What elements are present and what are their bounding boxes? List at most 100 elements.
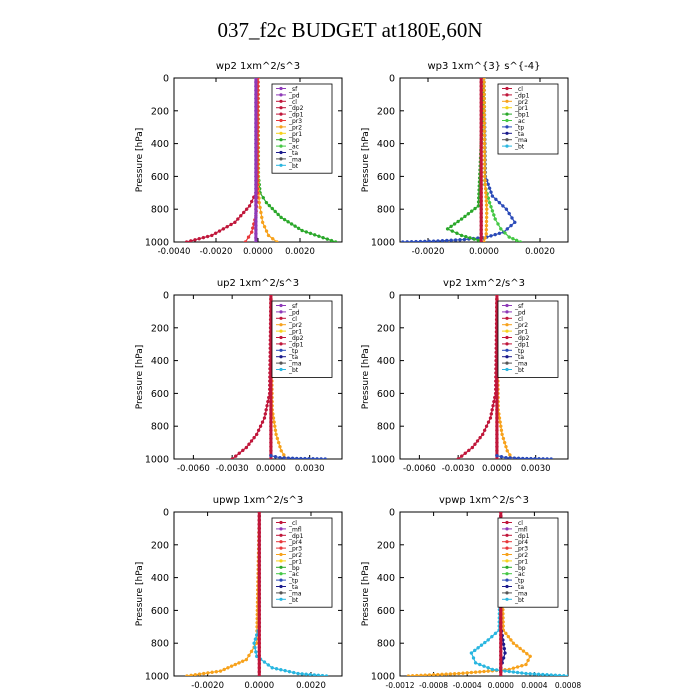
series-point-cl [221,227,226,231]
series-point-cl [269,420,273,424]
series-point-pr2 [483,174,487,179]
legend-marker [505,329,509,333]
series-point-bp1 [476,238,481,242]
series-point-pr2 [410,674,415,676]
legend-marker [505,348,509,352]
y-tick-label: 0 [163,291,169,302]
series-point-cl [257,559,262,563]
series-point-pr2 [278,444,282,449]
series-point-pd [254,100,258,105]
legend-entry: _pr2 [288,322,302,329]
series-point-tp [489,190,493,194]
legend-marker [505,106,509,110]
chart-title: upwp 1xm^2/s^3 [213,495,303,506]
series-point-dp2 [459,454,464,458]
legend: _sf_pd_cl_dp2_dp1_pr3_pr2_pr1_bp_ac_ta_m… [271,83,333,174]
series-point-cl [257,567,262,572]
series-point-cl [269,416,273,420]
series-point-cl [269,412,273,416]
series-point-tp [427,239,431,242]
series-point-cl [257,670,262,674]
series-point-tp [529,456,533,459]
legend-marker [505,361,509,365]
legend-marker [279,86,283,91]
series-point-bt [479,643,484,647]
series-point-cl [479,178,483,183]
series-group [456,295,553,459]
series-point-pr2 [482,137,487,142]
series-point-bp [270,206,275,211]
series-point-pr2 [484,227,489,232]
series-point-ac [492,213,496,217]
series-point-pd [254,92,258,97]
series-point-cl [479,211,483,216]
series-point-pr2 [482,109,487,113]
series-point-pd [254,203,258,207]
series-point-cl [495,387,499,392]
legend-marker [279,355,283,359]
series-point-cl [269,295,273,297]
series-point-cl [495,416,499,420]
legend-entry: _sf [288,303,298,310]
legend-marker [505,527,509,531]
legend-box [271,300,333,378]
y-axis-label: Pressure [hPa] [361,562,371,627]
legend-entry: _pd [288,309,300,316]
legend-marker [505,316,509,320]
series-point-pr2 [193,673,198,676]
series-point-pr3 [243,240,248,242]
series-point-pr2 [498,420,502,424]
series-point-pr2 [482,100,486,105]
series-point-cl [257,592,262,596]
series-point-cl [499,512,503,514]
series-point-bp [308,231,313,236]
series-point-cl [479,154,483,158]
series-point-cl [257,530,262,535]
series-point-cl [479,78,483,80]
y-axis-label: Pressure [hPa] [361,345,371,410]
series-point-bt [528,672,532,676]
series-point-cl [479,88,483,93]
series-point-tp [537,457,541,459]
series-point-pr2 [210,670,214,675]
series-point-cl [479,162,483,166]
series-point-tp [541,457,545,459]
legend-entry: _bt [288,597,299,604]
series-point-dp2 [244,445,249,450]
series-point-ac [511,236,515,241]
legend: _sf_pd_cl_pr2_pr1_dp2_dp1_tp_ta_ma_bt [271,300,333,378]
series-point-pr2 [482,104,486,109]
series-point-cl [479,104,483,109]
y-tick-label: 1000 [371,238,395,249]
legend-entry: _pr2 [514,552,528,559]
series-point-cl [499,670,503,674]
series-point-pd [254,141,258,146]
series-point-bp1 [476,204,481,208]
series-point-cl [479,236,483,240]
series-point-dp2 [266,399,270,404]
series-point-bt [494,668,499,672]
series-point-cl [479,223,483,228]
series-point-bt [549,673,553,676]
series-point-cl [257,612,262,617]
series-point-bp1 [455,231,459,236]
legend-entry: _bt [288,163,299,170]
series-point-cl [479,100,483,105]
series-point-pd [254,195,258,199]
series-point-tp [278,455,282,459]
series-point-bp1 [468,236,472,240]
legend-marker [505,125,509,129]
legend-entry: _pr1 [288,558,302,565]
y-tick-label: 200 [151,540,169,551]
y-tick-label: 400 [377,139,395,150]
chart-title: vp2 1xm^2/s^3 [443,278,525,289]
series-point-pr2 [440,672,444,676]
y-tick-label: 600 [151,606,169,617]
y-tick-label: 0 [389,291,395,302]
series-point-cl [499,514,503,518]
legend-entry: _pr2 [514,322,528,329]
series-point-pr2 [444,672,448,676]
series-point-cl [257,584,262,588]
series-point-cl [257,633,262,637]
series-point-pr2 [279,449,284,453]
